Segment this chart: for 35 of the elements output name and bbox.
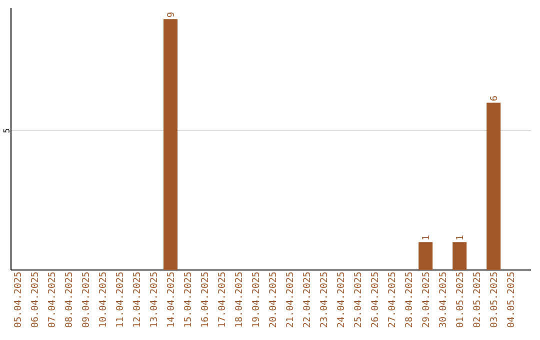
x-tick-label: 07.04.2025 — [48, 272, 55, 328]
x-tick-label: 17.04.2025 — [218, 272, 226, 327]
x-tick-label: 15.04.2025 — [184, 272, 192, 327]
x-tick-label: 25.04.2025 — [354, 272, 362, 328]
y-tick-label: 5 — [3, 128, 10, 132]
x-tick-label: 21.04.2025 — [286, 272, 294, 328]
x-tick-label: 09.04.2025 — [82, 272, 90, 328]
x-tick-label: 13.04.2025 — [150, 272, 158, 327]
data-label: 1 — [456, 236, 463, 240]
x-tick-label: 08.04.2025 — [64, 272, 72, 328]
x-tick-label: 19.04.2025 — [252, 272, 260, 327]
data-label: 1 — [422, 236, 429, 240]
x-tick-label: 10.04.2025 — [98, 272, 106, 327]
x-tick-label: 11.04.2025 — [116, 272, 124, 327]
x-tick-label: 16.04.2025 — [200, 272, 208, 327]
x-tick-label: 20.04.2025 — [269, 272, 276, 328]
x-tick-label: 01.05.2025 — [456, 272, 464, 328]
x-tick-label: 29.04.2025 — [422, 272, 430, 328]
x-tick-label: 18.04.2025 — [235, 272, 242, 327]
data-label: 9 — [166, 12, 174, 17]
x-tick-label: 14.04.2025 — [166, 272, 174, 327]
x-tick-label: 27.04.2025 — [388, 272, 396, 328]
x-tick-label: 04.05.2025 — [507, 272, 514, 328]
x-tick-label: 28.04.2025 — [405, 272, 412, 328]
x-tick-label: 05.04.2025 — [14, 272, 21, 328]
x-tick-label: 26.04.2025 — [371, 272, 378, 328]
x-tick-label: 06.04.2025 — [30, 272, 38, 328]
x-tick-label: 22.04.2025 — [303, 272, 310, 328]
x-tick-label: 23.04.2025 — [320, 272, 328, 328]
data-label: 6 — [490, 96, 498, 101]
x-tick-label: 24.04.2025 — [337, 272, 344, 328]
x-tick-label: 02.05.2025 — [473, 272, 480, 328]
x-tick-label: 03.05.2025 — [490, 272, 498, 328]
x-tick-label: 30.04.2025 — [439, 272, 446, 328]
x-tick-label: 12.04.2025 — [132, 272, 140, 327]
